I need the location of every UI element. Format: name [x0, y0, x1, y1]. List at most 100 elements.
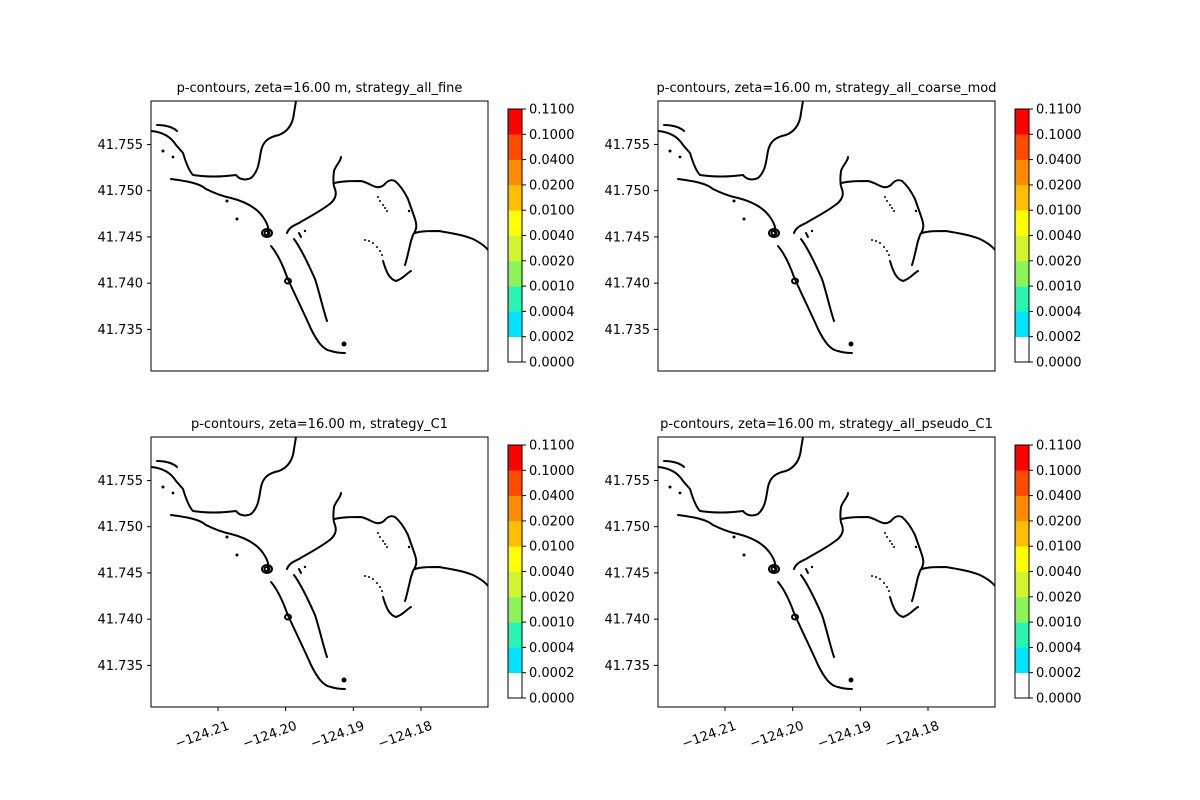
colorbar-tick-label: 0.0002 [529, 666, 575, 681]
colorbar-segment [1015, 260, 1029, 287]
colorbar-segment [508, 445, 522, 471]
y-tick-label: 41.740 [98, 277, 144, 292]
colorbar-tick-label: 0.1000 [529, 128, 575, 143]
axes-frame [150, 100, 489, 372]
colorbar-tick-label: 0.0002 [529, 330, 575, 345]
y-tick-label: 41.755 [605, 138, 651, 153]
y-tick-label: 41.750 [98, 184, 144, 199]
axes-frame [150, 436, 489, 708]
coastline-contours [151, 437, 488, 690]
colorbar-tick-label: 0.0004 [1036, 641, 1082, 656]
colorbar-tick-label: 0.1100 [1036, 439, 1082, 454]
colorbar-tick-label: 0.0000 [1036, 692, 1082, 707]
colorbar-segment [508, 311, 522, 337]
colorbar-tick-label: 0.0040 [529, 565, 575, 580]
colorbar-segment [508, 470, 522, 496]
coastline-contours [658, 437, 995, 690]
colorbar-segment [508, 260, 522, 287]
subplot-title: p-contours, zeta=16.00 m, strategy_all_p… [660, 417, 993, 432]
colorbar-tick-label: 0.0010 [529, 616, 575, 631]
colorbar-segment [1015, 159, 1029, 186]
colorbar: 0.0000 0.0002 0.0004 0.0010 0.0020 0.0040 0.01… [507, 103, 575, 371]
colorbar-tick-label: 0.0200 [1036, 178, 1082, 193]
subplot-3: p-contours, zeta=16.00 m, strategy_C1 41.… [98, 417, 575, 752]
colorbar-segment [508, 495, 522, 522]
colorbar-tick-label: 0.0010 [529, 280, 575, 295]
colorbar-segment [1015, 495, 1029, 522]
colorbar-tick-label: 0.1100 [1036, 103, 1082, 118]
colorbar-segment [508, 109, 522, 135]
colorbar-segment [508, 520, 522, 547]
colorbar-segment [508, 235, 522, 262]
colorbar-tick-label: 0.0004 [529, 305, 575, 320]
colorbar-tick-label: 0.0100 [1036, 540, 1082, 555]
colorbar-tick-label: 0.1100 [529, 439, 575, 454]
colorbar-tick-label: 0.0002 [1036, 330, 1082, 345]
subplot-4: p-contours, zeta=16.00 m, strategy_all_p… [605, 417, 1082, 752]
colorbar-segment [1015, 470, 1029, 496]
colorbar-segment [508, 672, 522, 699]
colorbar-segment [1015, 445, 1029, 471]
colorbar-tick-label: 0.1100 [529, 103, 575, 118]
axes-frame [657, 100, 996, 372]
colorbar: 0.0000 0.0002 0.0004 0.0010 0.0020 0.0040 0.01… [1014, 103, 1082, 371]
colorbar-tick-label: 0.0020 [529, 254, 575, 269]
colorbar-tick-label: 0.1000 [1036, 464, 1082, 479]
colorbar-segment [1015, 546, 1029, 572]
colorbar-segment [1015, 311, 1029, 337]
y-tick-label: 41.745 [98, 566, 144, 581]
subplot-title: p-contours, zeta=16.00 m, strategy_C1 [191, 417, 448, 432]
x-tick-label: −124.18 [376, 719, 434, 752]
colorbar-segment [508, 184, 522, 211]
colorbar-tick-label: 0.1000 [1036, 128, 1082, 143]
colorbar-segment [508, 571, 522, 598]
y-tick-label: 41.735 [605, 323, 651, 338]
colorbar-segment [1015, 286, 1029, 312]
subplot-title: p-contours, zeta=16.00 m, strategy_all_c… [657, 81, 997, 96]
x-tick-label: −124.19 [816, 719, 874, 752]
colorbar-tick-label: 0.0100 [1036, 204, 1082, 219]
colorbar-tick-label: 0.0040 [1036, 229, 1082, 244]
y-tick-label: 41.745 [605, 566, 651, 581]
subplot-2: p-contours, zeta=16.00 m, strategy_all_c… [605, 81, 1082, 372]
colorbar: 0.0000 0.0002 0.0004 0.0010 0.0020 0.0040 0.01… [507, 439, 575, 707]
colorbar-tick-label: 0.0040 [529, 229, 575, 244]
colorbar-tick-label: 0.0100 [529, 204, 575, 219]
coastline-contours [658, 101, 995, 354]
colorbar-tick-label: 0.0400 [529, 489, 575, 504]
x-tick-label: −124.18 [883, 719, 941, 752]
coastline-contours [151, 101, 488, 354]
x-tick-label: −124.20 [748, 719, 806, 752]
colorbar-segment [1015, 336, 1029, 363]
y-tick-label: 41.755 [98, 138, 144, 153]
colorbar-tick-label: 0.0002 [1036, 666, 1082, 681]
colorbar-segment [1015, 647, 1029, 673]
y-tick-label: 41.740 [605, 613, 651, 628]
colorbar-segment [1015, 184, 1029, 211]
colorbar-tick-label: 0.0100 [529, 540, 575, 555]
colorbar-tick-label: 0.0000 [529, 692, 575, 707]
colorbar-segment [1015, 571, 1029, 598]
colorbar-segment [1015, 596, 1029, 623]
colorbar-segment [508, 210, 522, 236]
colorbar-tick-label: 0.0020 [1036, 590, 1082, 605]
colorbar-tick-label: 0.0010 [1036, 280, 1082, 295]
y-tick-label: 41.735 [98, 323, 144, 338]
colorbar-segment [508, 622, 522, 648]
colorbar-segment [508, 546, 522, 572]
y-tick-label: 41.750 [98, 520, 144, 535]
colorbar-segment [508, 336, 522, 363]
y-tick-label: 41.735 [98, 659, 144, 674]
colorbar-segment [508, 286, 522, 312]
colorbar-segment [508, 596, 522, 623]
y-tick-label: 41.750 [605, 520, 651, 535]
colorbar-tick-label: 0.0004 [529, 641, 575, 656]
colorbar-segment [1015, 134, 1029, 160]
colorbar-tick-label: 0.0200 [529, 178, 575, 193]
colorbar-tick-label: 0.0000 [1036, 356, 1082, 371]
colorbar-segment [1015, 622, 1029, 648]
y-tick-label: 41.755 [605, 474, 651, 489]
x-tick-label: −124.21 [680, 719, 738, 752]
x-tick-label: −124.19 [309, 719, 367, 752]
colorbar-tick-label: 0.0000 [529, 356, 575, 371]
